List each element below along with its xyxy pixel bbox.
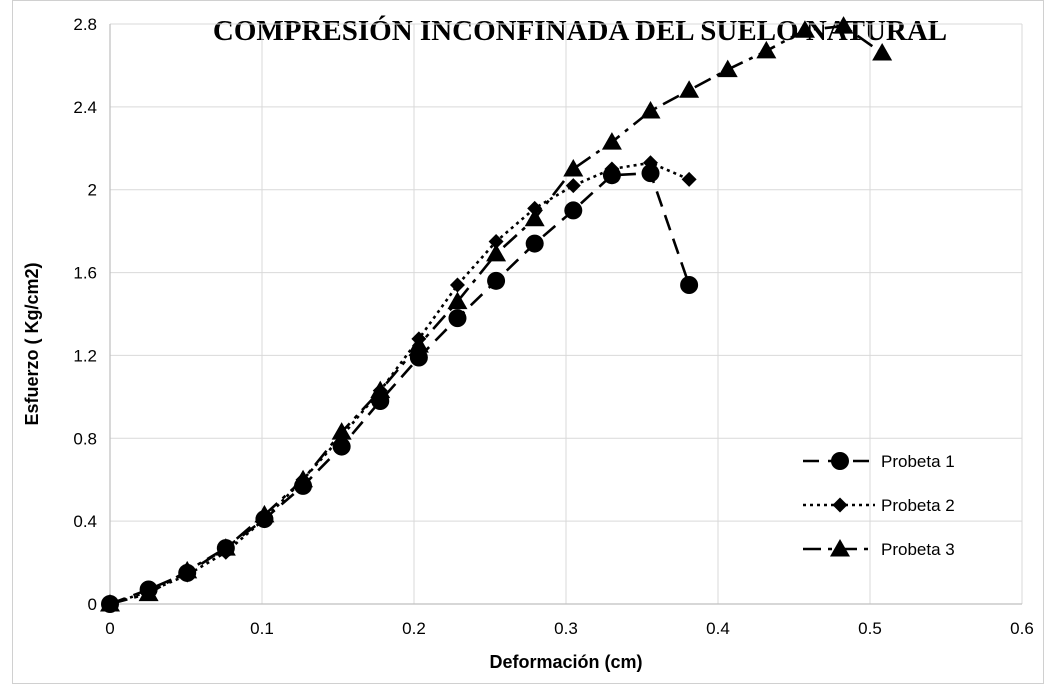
data-point — [332, 437, 351, 456]
data-point — [294, 476, 313, 495]
data-point — [601, 132, 622, 150]
x-tick-label: 0.6 — [1010, 619, 1034, 638]
data-point — [216, 539, 235, 558]
data-point — [178, 563, 197, 582]
legend-marker — [832, 497, 848, 513]
data-point — [833, 16, 854, 34]
series-2 — [102, 155, 697, 612]
x-tick-label: 0.4 — [706, 619, 730, 638]
data-point — [527, 200, 543, 216]
data-point — [448, 309, 467, 328]
legend-label: Probeta 3 — [881, 540, 955, 559]
data-point — [525, 234, 544, 253]
y-axis-title: Esfuerzo ( Kg/cm2) — [22, 262, 42, 425]
series-layer — [100, 16, 893, 613]
chart-title: COMPRESIÓN INCONFINADA DEL SUELO NATURAL — [212, 15, 948, 47]
series-1 — [101, 164, 699, 613]
data-point — [563, 159, 584, 177]
data-point — [447, 291, 468, 310]
data-point — [756, 40, 777, 59]
data-point — [101, 595, 119, 613]
grid — [110, 23, 1023, 604]
data-point — [717, 59, 738, 78]
data-point — [679, 80, 700, 98]
data-point — [409, 348, 428, 367]
data-point — [681, 171, 697, 187]
y-tick-label: 0.8 — [73, 429, 97, 448]
data-point — [794, 20, 815, 38]
y-tick-label: 0 — [88, 595, 97, 614]
y-tick-label: 1.6 — [73, 264, 97, 283]
data-point — [449, 277, 465, 293]
y-tick-label: 2.4 — [73, 98, 97, 117]
x-tick-label: 0.2 — [402, 619, 426, 638]
data-point — [680, 276, 699, 294]
data-point — [488, 234, 504, 249]
data-point — [411, 331, 427, 347]
data-point — [487, 271, 506, 290]
x-tick-label: 0.1 — [250, 619, 274, 638]
data-point — [565, 178, 581, 194]
data-point — [486, 243, 507, 262]
data-point — [564, 201, 583, 220]
data-point — [524, 208, 545, 227]
data-point — [255, 510, 274, 529]
data-point — [641, 164, 660, 183]
legend-label: Probeta 2 — [881, 496, 955, 515]
legend-item: Probeta 3 — [803, 539, 955, 559]
x-tick-label: 0 — [105, 619, 114, 638]
series-3 — [100, 16, 893, 612]
y-tick-label: 1.2 — [73, 346, 97, 365]
series-line — [109, 161, 690, 606]
data-point — [872, 43, 893, 61]
legend-label: Probeta 1 — [881, 452, 955, 471]
x-tick-label: 0.3 — [554, 619, 578, 638]
legend: Probeta 1 Probeta 2 Probeta 3 — [803, 452, 955, 559]
series-line — [109, 24, 883, 606]
data-point — [371, 392, 390, 410]
x-tick-label: 0.5 — [858, 619, 882, 638]
legend-marker — [831, 452, 849, 470]
series-line — [109, 171, 691, 606]
x-axis-title: Deformación (cm) — [489, 652, 642, 672]
axes: 0 0.1 0.2 0.3 0.4 0.5 0.6 0 0.4 0.8 1.2 1.6 2 2.4 2.8 — [73, 15, 1033, 638]
data-point — [602, 166, 621, 185]
data-point — [139, 580, 158, 599]
legend-item: Probeta 2 — [803, 496, 955, 515]
data-point — [640, 101, 661, 119]
y-tick-label: 0.4 — [73, 512, 97, 531]
y-tick-label: 2 — [88, 181, 97, 200]
legend-item: Probeta 1 — [803, 452, 955, 471]
y-tick-label: 2.8 — [73, 15, 97, 34]
legend-marker — [830, 539, 850, 557]
